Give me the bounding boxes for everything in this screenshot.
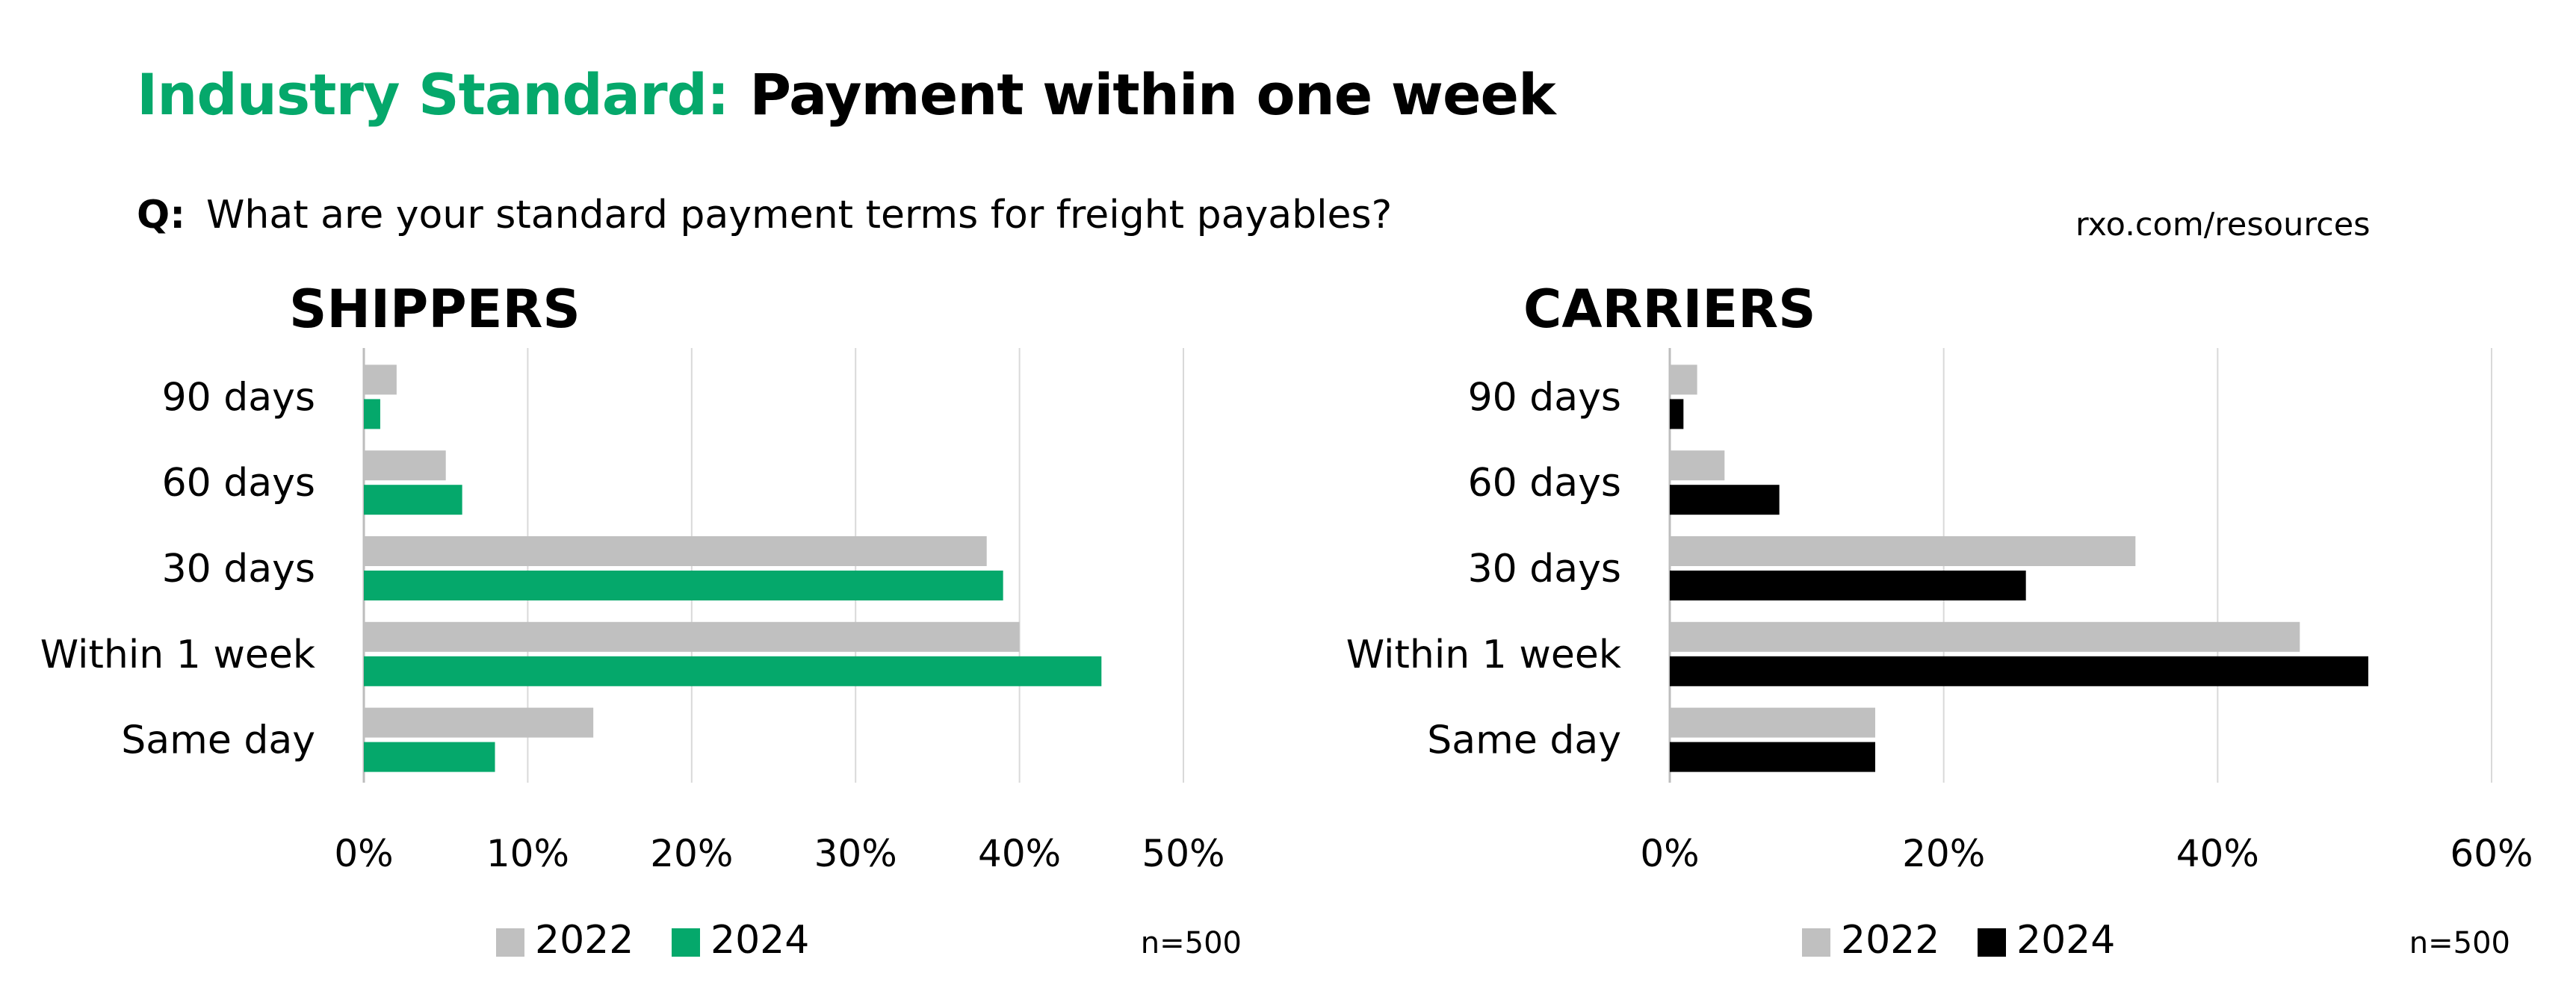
shippers-tick-label: 10% (486, 832, 569, 875)
shippers-category-label: 60 days (162, 461, 315, 506)
shippers-legend-swatch-2024 (672, 928, 700, 957)
carriers-bar-2024 (1670, 399, 1684, 429)
title-accent: Industry Standard: (137, 61, 729, 128)
carriers-chart-title: CARRIERS (1523, 279, 1816, 340)
shippers-bar-2024 (364, 656, 1102, 686)
carriers-category-label: 60 days (1468, 461, 1621, 506)
carriers-bar-2022 (1670, 707, 1875, 738)
carriers-category-label: 90 days (1468, 375, 1621, 420)
carriers-bar-2022 (1670, 450, 1725, 481)
carriers-legend-swatch-2024 (1978, 928, 2006, 957)
carriers-category-label: 30 days (1468, 547, 1621, 591)
shippers-bar-2022 (364, 707, 594, 738)
shippers-category-label: 30 days (162, 547, 315, 591)
shippers-legend-label-2022: 2022 (535, 918, 634, 963)
shippers-bar-2024 (364, 742, 495, 772)
shippers-bar-2022 (364, 450, 446, 481)
carriers-category-label: Within 1 week (1346, 633, 1621, 677)
shippers-bar-2022 (364, 621, 1020, 652)
carriers-bar-2022 (1670, 364, 1697, 395)
carriers-bar-2024 (1670, 571, 2026, 600)
carriers-tick-label: 0% (1640, 832, 1699, 875)
shippers-legend-label-2024: 2024 (710, 918, 809, 963)
carriers-category-label: Same day (1427, 718, 1621, 763)
title-main: Payment within one week (749, 61, 1555, 128)
shippers-legend-swatch-2022 (496, 928, 524, 957)
carriers-legend-label-2022: 2022 (1841, 918, 1939, 963)
carriers-legend-swatch-2022 (1802, 928, 1830, 957)
shippers-bar-2024 (364, 485, 462, 515)
survey-question: Q: What are your standard payment terms f… (137, 193, 1392, 237)
source-link[interactable]: rxo.com/resources (2075, 206, 2371, 243)
carriers-chart: CARRIERS 0% 20% 40% 60% 90 days 60 days 30 days… (1346, 279, 2533, 963)
carriers-bar-2024 (1670, 485, 1780, 515)
shippers-category-label: 90 days (162, 375, 315, 420)
shippers-tick-label: 30% (814, 832, 897, 875)
carriers-legend-label-2024: 2024 (2016, 918, 2115, 963)
shippers-bar-2024 (364, 399, 380, 429)
shippers-tick-label: 20% (650, 832, 733, 875)
shippers-tick-label: 50% (1142, 832, 1224, 875)
carriers-bar-2024 (1670, 656, 2368, 686)
shippers-category-label: Within 1 week (40, 633, 315, 677)
shippers-tick-label: 40% (978, 832, 1061, 875)
shippers-bar-2024 (364, 571, 1003, 600)
shippers-bar-2022 (364, 364, 397, 395)
question-prefix: Q: (137, 193, 185, 237)
shippers-chart: SHIPPERS 0% 10% 20% 30% 40% 50% 90 days 60 days 3… (40, 279, 1242, 963)
carriers-bar-2022 (1670, 621, 2300, 652)
carriers-tick-label: 20% (1902, 832, 1985, 875)
carriers-sample-size: n=500 (2409, 926, 2510, 960)
shippers-chart-title: SHIPPERS (289, 279, 580, 340)
shippers-tick-label: 0% (334, 832, 393, 875)
shippers-sample-size: n=500 (1141, 926, 1242, 960)
question-text: What are your standard payment terms for… (206, 193, 1393, 237)
carriers-bar-2024 (1670, 742, 1875, 772)
carriers-tick-label: 40% (2176, 832, 2259, 875)
carriers-bar-2022 (1670, 536, 2136, 566)
page-title: Industry Standard: Payment within one wee… (137, 61, 1556, 128)
shippers-bar-2022 (364, 536, 987, 566)
carriers-tick-label: 60% (2450, 832, 2533, 875)
shippers-category-label: Same day (121, 718, 315, 763)
